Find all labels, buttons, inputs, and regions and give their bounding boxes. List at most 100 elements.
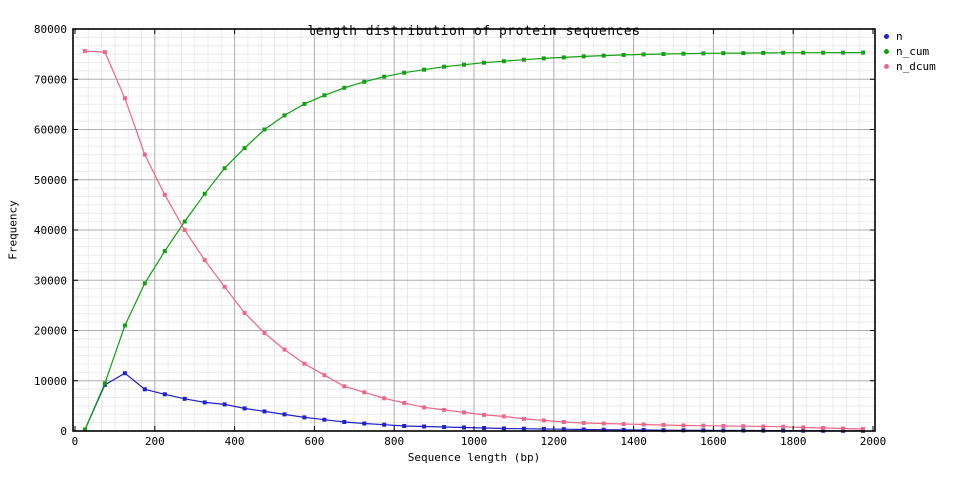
data-point-marker [182, 219, 187, 224]
data-point-marker [601, 421, 606, 426]
x-tick-label: 2000 [860, 435, 887, 448]
data-point-marker [262, 331, 267, 335]
data-point-marker [641, 428, 646, 432]
x-tick-label: 1000 [461, 435, 488, 448]
data-point-marker [701, 51, 706, 56]
data-point-marker [462, 410, 466, 415]
data-point-marker [721, 424, 726, 428]
data-point-marker [781, 424, 786, 429]
data-point-marker [422, 405, 427, 410]
data-point-marker [362, 421, 367, 426]
data-point-marker [701, 423, 706, 428]
data-point-marker [402, 400, 407, 405]
data-point-marker [162, 249, 167, 254]
data-point-marker [741, 51, 746, 56]
chart-title: length distribution of protein sequences [307, 24, 641, 39]
data-point-marker [462, 425, 466, 430]
data-point-marker [482, 426, 486, 430]
data-point-marker [282, 113, 287, 118]
data-point-marker [382, 74, 387, 79]
data-point-marker [861, 50, 865, 55]
data-point-marker [262, 127, 267, 132]
tick-marks [73, 28, 875, 432]
legend-label-n-cum: n_cum [896, 45, 930, 58]
data-point-marker [342, 85, 347, 90]
data-point-marker [442, 407, 447, 412]
series-line-n_dcum [84, 50, 864, 430]
data-point-marker [242, 146, 247, 151]
y-tick-label: 10000 [34, 375, 67, 388]
data-point-marker [302, 101, 307, 106]
x-tick-label: 0 [72, 435, 79, 448]
y-tick-label: 40000 [34, 224, 67, 237]
data-point-marker [521, 416, 526, 421]
data-point-marker [801, 50, 806, 55]
data-point-marker [342, 420, 347, 424]
x-tick-label: 1800 [780, 435, 807, 448]
data-point-marker [541, 56, 546, 61]
data-point-marker [621, 427, 626, 432]
legend-item-n: n [878, 29, 936, 44]
data-point-marker [182, 228, 187, 232]
y-tick-label: 30000 [34, 274, 67, 287]
data-point-marker [222, 166, 227, 171]
data-point-marker [282, 412, 287, 417]
data-point-marker [102, 50, 107, 55]
data-point-marker [581, 421, 586, 425]
data-point-marker [122, 323, 127, 328]
data-point-marker [162, 392, 167, 397]
x-tick-label: 400 [225, 435, 245, 448]
data-point-marker [721, 51, 726, 56]
data-point-marker [362, 79, 367, 84]
legend-item-n-dcum: n_dcum [878, 59, 936, 74]
data-point-marker [841, 50, 846, 55]
data-point-marker [102, 381, 107, 386]
data-point-marker [561, 427, 566, 432]
legend-marker-n-dcum-icon [884, 64, 889, 69]
data-point-marker [641, 422, 646, 427]
data-point-marker [442, 425, 447, 429]
data-point-marker [122, 371, 127, 376]
data-point-marker [581, 54, 586, 59]
data-point-marker [621, 52, 626, 57]
data-point-marker [322, 373, 327, 378]
data-point-marker [561, 420, 566, 424]
legend-item-n-cum: n_cum [878, 44, 936, 59]
data-point-marker [621, 422, 626, 426]
data-point-marker [482, 412, 486, 417]
data-point-marker [761, 424, 766, 429]
x-tick-label: 1400 [620, 435, 647, 448]
data-point-marker [382, 422, 387, 427]
data-point-marker [202, 191, 207, 196]
legend: n n_cum n_dcum [878, 29, 936, 74]
x-tick-labels: 0 200 400 600 800 1000 1200 1400 1600 1800 2000 [72, 435, 887, 448]
data-point-marker [142, 281, 147, 286]
data-point-marker [122, 96, 127, 101]
data-point-marker [581, 427, 586, 432]
x-tick-label: 1200 [541, 435, 568, 448]
data-point-marker [342, 384, 347, 389]
data-point-marker [801, 425, 806, 430]
data-point-marker [262, 409, 267, 414]
y-axis-label: Frequency [6, 200, 20, 260]
x-axis-label: Sequence length (bp) [407, 451, 541, 464]
y-tick-label: 0 [60, 425, 67, 438]
data-point-marker [681, 423, 686, 428]
data-point-marker [182, 396, 187, 401]
data-point-marker [322, 93, 327, 98]
legend-marker-n-cum-icon [884, 49, 889, 54]
data-point-marker [821, 426, 826, 430]
data-point-marker [142, 152, 147, 157]
data-point-marker [222, 284, 227, 289]
legend-label-n: n [896, 30, 903, 43]
data-point-marker [501, 426, 506, 431]
x-tick-label: 200 [145, 435, 165, 448]
data-point-marker [861, 427, 865, 431]
data-point-marker [561, 55, 566, 60]
data-point-marker [501, 59, 506, 64]
data-point-marker [402, 424, 407, 428]
data-point-marker [442, 64, 447, 69]
data-point-marker [83, 49, 87, 54]
